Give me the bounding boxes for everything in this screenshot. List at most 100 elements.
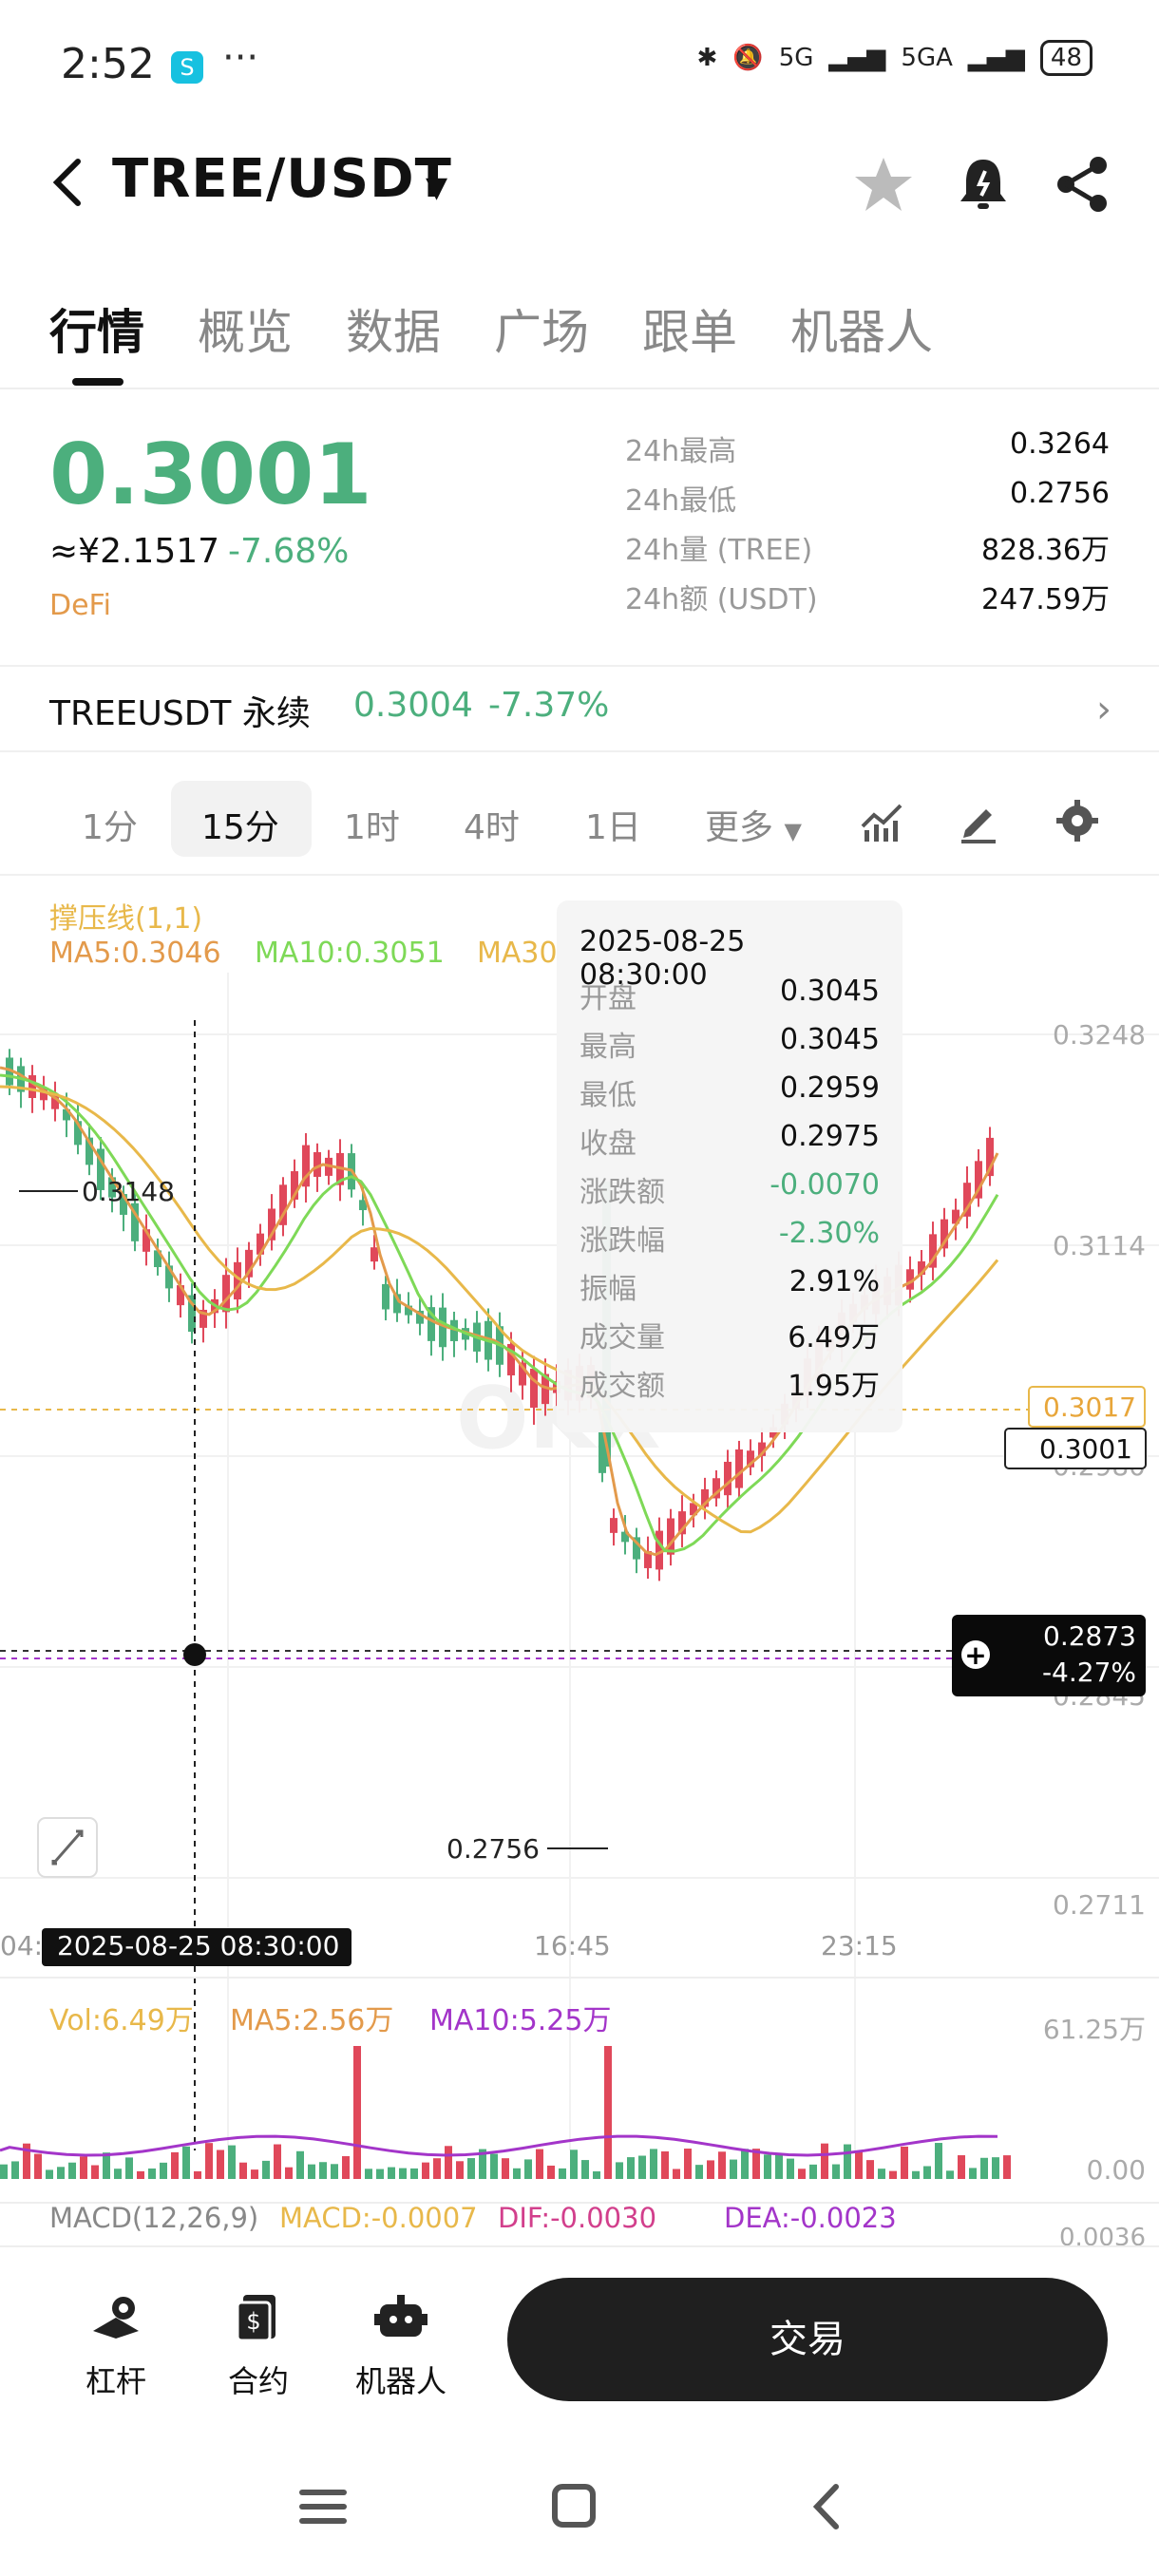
tab-copy-trading[interactable]: 跟单 xyxy=(642,305,737,360)
candle-body xyxy=(63,1108,70,1121)
candle-body xyxy=(86,1137,93,1165)
tooltip-label: 成交量 xyxy=(580,1321,665,1354)
perp-name: TREEUSDT 永续 xyxy=(49,694,311,733)
tab-overview[interactable]: 概览 xyxy=(198,305,293,360)
volume-bar xyxy=(524,2159,532,2179)
volume-bar xyxy=(171,2151,179,2179)
interval-15m[interactable]: 15分 xyxy=(201,808,279,847)
volume-bar xyxy=(502,2158,509,2179)
interval-more[interactable]: 更多 ▼ xyxy=(705,800,802,849)
price-change: -7.68% xyxy=(228,532,350,571)
stat-value: 0.3264 xyxy=(1010,427,1110,461)
indicator-label[interactable]: 撑压线(1,1) xyxy=(49,902,203,936)
volume-bar xyxy=(0,2164,8,2179)
candle-body xyxy=(519,1362,526,1386)
volume-bar xyxy=(889,2170,897,2179)
tooltip-value: 0.3045 xyxy=(780,1023,880,1056)
robot-icon xyxy=(374,2295,428,2337)
settings-gear-icon[interactable] xyxy=(1054,798,1100,843)
perpetual-link[interactable]: TREEUSDT 永续 0.3004 -7.37% › xyxy=(0,665,1159,752)
volume-bar xyxy=(581,2160,589,2179)
tooltip-label: 最低 xyxy=(580,1079,636,1112)
macd-tick: 0.0036 xyxy=(1059,2224,1146,2245)
tooltip-label: 涨跌幅 xyxy=(580,1224,665,1258)
star-icon[interactable] xyxy=(853,154,914,215)
volume-bar xyxy=(239,2162,247,2179)
candle-body xyxy=(439,1307,446,1348)
price-alert-icon[interactable] xyxy=(953,154,1014,215)
volume-bar xyxy=(992,2157,999,2179)
volume-bar xyxy=(604,2046,612,2179)
interval-4h[interactable]: 4时 xyxy=(464,808,520,847)
tooltip-row: 成交额 1.95万 xyxy=(580,1362,880,1411)
contract-button[interactable]: $ 合约 xyxy=(201,2289,315,2401)
share-icon[interactable] xyxy=(1053,154,1113,215)
volume-bar xyxy=(821,2143,828,2179)
candle-body xyxy=(530,1368,538,1409)
pair-title[interactable]: TREE/USDT xyxy=(112,148,452,210)
ma30-label: MA30 xyxy=(477,937,558,970)
tooltip-row: 收盘 0.2975 xyxy=(580,1120,880,1168)
pair-dropdown-icon[interactable]: ▼ xyxy=(426,171,448,204)
volume-bar xyxy=(730,2159,737,2179)
volume-bar xyxy=(809,2164,817,2179)
svg-text:+: + xyxy=(964,1639,986,1671)
volume-bar xyxy=(274,2144,281,2179)
volume-bar xyxy=(445,2146,452,2179)
volume-bar xyxy=(376,2169,384,2179)
volume-bar xyxy=(331,2164,338,2179)
macd-value: MACD:-0.0007 xyxy=(279,2202,478,2234)
volume-bar xyxy=(80,2156,87,2179)
menu-icon[interactable] xyxy=(285,2473,361,2540)
bot-button[interactable]: 机器人 xyxy=(344,2289,458,2401)
tab-data[interactable]: 数据 xyxy=(346,305,441,360)
volume-bar xyxy=(467,2158,475,2179)
candle-body xyxy=(712,1478,720,1499)
volume-bars xyxy=(0,2046,1011,2179)
candle-body xyxy=(416,1310,424,1324)
mute-icon: 🔕 xyxy=(732,44,764,72)
volume-bar xyxy=(262,2160,270,2179)
draw-pen-icon[interactable] xyxy=(956,798,1001,843)
candle-body xyxy=(177,1285,184,1306)
leverage-icon xyxy=(93,2297,139,2339)
back-icon[interactable] xyxy=(788,2473,864,2540)
category-tag[interactable]: DeFi xyxy=(49,589,111,622)
volume-bar xyxy=(707,2160,714,2179)
volume-bar xyxy=(616,2162,623,2179)
leverage-button[interactable]: 杠杆 xyxy=(59,2289,173,2401)
volume-bar xyxy=(764,2154,771,2179)
chevron-down-icon: ▼ xyxy=(784,818,802,844)
trade-button[interactable]: 交易 xyxy=(507,2278,1108,2401)
status-bar: 2:52 S ··· ✱ 🔕 5G ▂▄▆ 5GA ▂▄▆ 48 xyxy=(0,0,1159,133)
volume-bar xyxy=(752,2149,760,2179)
volume-bar xyxy=(559,2168,566,2179)
active-tab-indicator xyxy=(72,378,124,386)
vol-ma5-label: MA5:2.56万 xyxy=(230,2004,394,2037)
interval-1d[interactable]: 1日 xyxy=(585,808,641,847)
tab-square[interactable]: 广场 xyxy=(494,305,589,360)
vol-min: 0.00 xyxy=(1087,2154,1146,2186)
interval-1h[interactable]: 1时 xyxy=(344,808,400,847)
indicator-icon[interactable] xyxy=(859,798,904,843)
home-icon[interactable] xyxy=(536,2473,612,2540)
add-order-icon[interactable] xyxy=(961,1640,990,1669)
cursor-pct: -4.27% xyxy=(1042,1657,1136,1688)
bottom-action-bar: 杠杆 $ 合约 机器人 交易 xyxy=(0,2245,1159,2435)
stat-row: 24h最高 0.3264 xyxy=(625,427,1110,477)
interval-1m[interactable]: 1分 xyxy=(82,808,138,847)
24h-stats: 24h最高 0.3264 24h最低 0.2756 24h量 (TREE) 828.3… xyxy=(625,427,1110,625)
candle-body xyxy=(302,1145,310,1187)
tab-market[interactable]: 行情 xyxy=(49,305,144,360)
tooltip-value: 0.3045 xyxy=(780,975,880,1008)
volume-ma-line xyxy=(0,2134,998,2157)
volume-bar xyxy=(490,2153,498,2179)
tab-bot[interactable]: 机器人 xyxy=(790,305,933,360)
volume-bar xyxy=(695,2165,703,2179)
app-notification-icon: S xyxy=(171,51,203,84)
candle-body xyxy=(929,1234,937,1268)
stat-value: 828.36万 xyxy=(981,534,1110,567)
volume-bar xyxy=(969,2168,977,2179)
volume-bar xyxy=(741,2149,749,2179)
back-arrow-icon[interactable] xyxy=(49,154,87,211)
